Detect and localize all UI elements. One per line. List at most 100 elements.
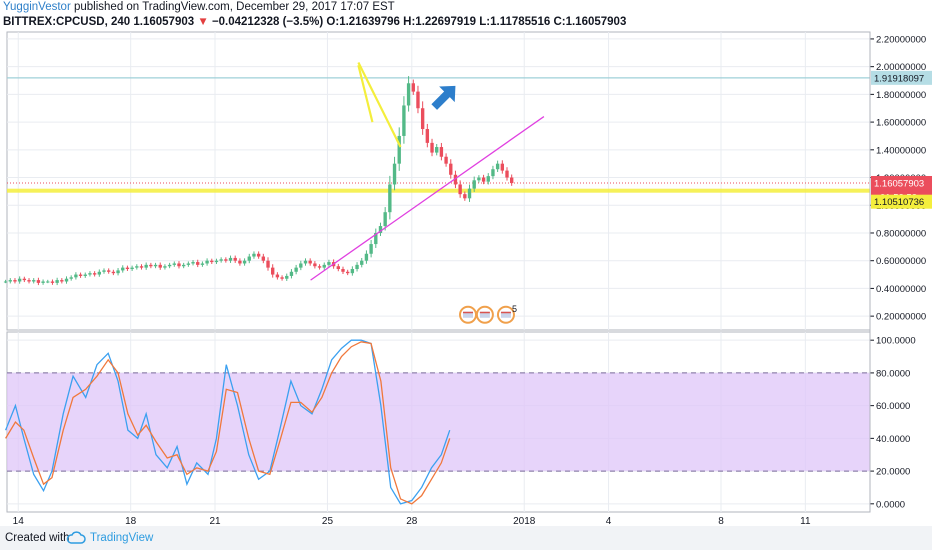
high-label: H: bbox=[403, 16, 416, 28]
candle-up bbox=[172, 263, 176, 265]
upper-line-price-label: 1.91918097 bbox=[874, 73, 924, 84]
chart-header: YugginVestor published on TradingView.co… bbox=[3, 0, 932, 32]
candle-down bbox=[36, 280, 41, 283]
candle-up bbox=[167, 264, 172, 267]
close-label: C: bbox=[553, 16, 566, 28]
candle-down bbox=[444, 156, 448, 164]
event-flag-shape bbox=[479, 311, 490, 318]
price-pane[interactable]: 5 bbox=[3, 31, 871, 331]
price-tick-label: 0.80000000 bbox=[876, 228, 926, 239]
candle-down bbox=[196, 262, 200, 265]
time-axis[interactable]: 14 18 21 25 28 2018 4 8 11 bbox=[13, 516, 811, 526]
low-label: L: bbox=[479, 16, 491, 28]
candle-down bbox=[149, 264, 153, 267]
candle-up bbox=[374, 232, 378, 245]
chart-canvas[interactable]: 5 0.20000000 0.40000000 0.60000000 0.800000… bbox=[0, 30, 932, 526]
candle-up bbox=[350, 269, 355, 274]
stoch-tick-label: 40.0000 bbox=[876, 434, 910, 445]
candle-up bbox=[491, 169, 495, 177]
time-tick-label: 18 bbox=[125, 516, 137, 526]
candle-down bbox=[107, 270, 111, 272]
event-flag-stripe bbox=[479, 311, 490, 314]
trendline-support bbox=[310, 116, 545, 281]
current-price-label-box bbox=[871, 175, 932, 190]
candle-up bbox=[360, 260, 364, 265]
candle-down bbox=[280, 277, 284, 279]
candle-up bbox=[378, 226, 383, 233]
candle-down bbox=[500, 163, 505, 171]
candle-down bbox=[411, 83, 415, 92]
low-value: 1.11785516 bbox=[490, 16, 551, 28]
candle-up bbox=[392, 163, 397, 185]
candle-up bbox=[247, 256, 251, 261]
candle-up bbox=[200, 263, 205, 265]
symbol-label[interactable]: BITTREX:CPCUSD, 240 bbox=[3, 16, 131, 28]
candle-down bbox=[210, 260, 214, 263]
candle-up bbox=[135, 266, 139, 268]
candle-down bbox=[416, 91, 420, 109]
event-flag-icon bbox=[475, 305, 494, 324]
footer-bar: Created with TradingView bbox=[0, 526, 932, 550]
stoch-rsi-pane[interactable] bbox=[4, 331, 871, 513]
candle-down bbox=[463, 194, 467, 199]
candle-up bbox=[144, 264, 148, 268]
candle-up bbox=[219, 259, 223, 261]
current-price-label: 1.16057903 bbox=[874, 178, 924, 189]
candle-down bbox=[158, 264, 162, 268]
event-flag-stripe bbox=[500, 311, 511, 314]
candle-up bbox=[383, 212, 387, 227]
candle-up bbox=[8, 280, 12, 282]
stoch-tick-label: 100.0000 bbox=[876, 336, 916, 347]
event-flag-shape bbox=[500, 311, 511, 318]
stoch-tick-label: 20.0000 bbox=[876, 467, 910, 478]
candle-up bbox=[406, 83, 411, 106]
arrow-up-icon bbox=[431, 85, 456, 110]
candle-down bbox=[266, 260, 270, 268]
candle-down bbox=[27, 280, 31, 282]
candle-down bbox=[430, 142, 434, 153]
event-flag-stripe bbox=[463, 311, 474, 314]
open-value: 1.21639796 bbox=[339, 16, 400, 28]
candle-down bbox=[453, 174, 458, 185]
candle-down bbox=[420, 108, 425, 130]
stoch-tick-label: 0.0000 bbox=[876, 499, 905, 510]
candle-down bbox=[317, 266, 322, 268]
candle-up bbox=[74, 274, 78, 278]
candle-up bbox=[397, 135, 401, 164]
author-link[interactable]: YugginVestor bbox=[3, 1, 71, 13]
candle-down bbox=[261, 256, 266, 261]
candle-up bbox=[322, 264, 326, 268]
candle-up bbox=[32, 280, 36, 282]
tradingview-brand[interactable]: TradingView bbox=[90, 532, 154, 544]
stoch-tick-label: 80.0000 bbox=[876, 368, 910, 379]
time-tick-label: 11 bbox=[800, 516, 811, 526]
price-pane-frame bbox=[6, 31, 871, 331]
candle-up bbox=[121, 267, 125, 271]
candle-down bbox=[449, 163, 453, 175]
time-tick-label: 4 bbox=[606, 516, 612, 526]
candle-down bbox=[271, 267, 275, 275]
candle-down bbox=[336, 266, 340, 270]
price-tick-label: 1.40000000 bbox=[876, 145, 926, 156]
candle-down bbox=[425, 129, 430, 143]
candle-up bbox=[364, 253, 369, 261]
candle-up bbox=[88, 273, 92, 275]
candle-down bbox=[275, 274, 280, 278]
price-tick-label: 2.20000000 bbox=[876, 34, 926, 45]
candle-down bbox=[111, 271, 116, 274]
down-arrow-icon: ▼ bbox=[197, 16, 209, 28]
candle-down bbox=[224, 259, 228, 261]
candle-down bbox=[439, 147, 444, 157]
candle-up bbox=[69, 277, 73, 279]
stoch-tick-label: 60.0000 bbox=[876, 401, 910, 412]
price-tick-label: 0.60000000 bbox=[876, 256, 926, 267]
candle-up bbox=[355, 264, 359, 270]
price-axis[interactable]: 0.20000000 0.40000000 0.60000000 0.80000000… bbox=[869, 32, 932, 512]
candle-down bbox=[505, 170, 509, 178]
price-tick-label: 2.00000000 bbox=[876, 62, 926, 73]
created-with-label: Created with bbox=[5, 532, 70, 544]
price-change: −0.04212328 (−3.5%) bbox=[211, 16, 324, 28]
candle-down bbox=[177, 263, 181, 267]
trendline-resistance bbox=[357, 62, 402, 148]
publish-info: published on TradingView.com, December 2… bbox=[73, 1, 395, 13]
